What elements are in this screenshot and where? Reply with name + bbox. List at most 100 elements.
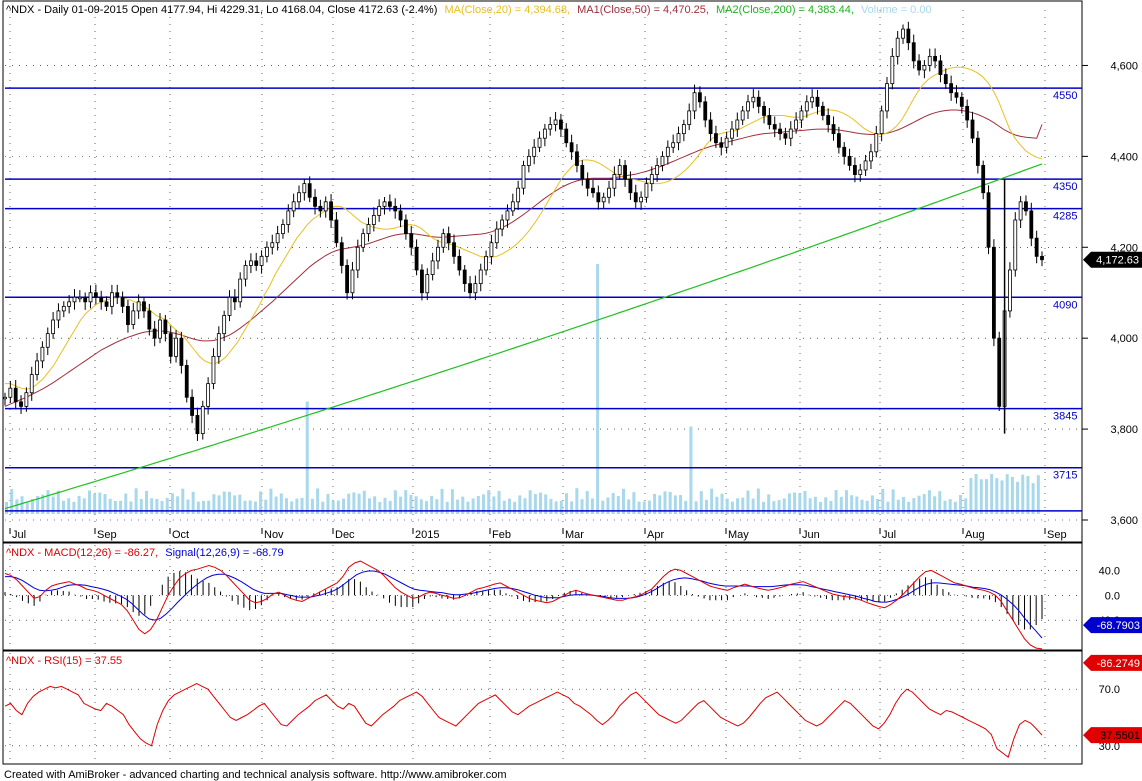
volume-bar: [870, 495, 874, 514]
price-bar-body: [708, 119, 713, 135]
price-bar-body: [746, 101, 750, 112]
price-bar-body: [1034, 237, 1039, 257]
price-bar-body: [51, 319, 56, 335]
price-bar-body: [115, 292, 120, 298]
volume-bar: [383, 497, 387, 514]
price-bar-body: [596, 192, 601, 203]
volume-bar: [238, 494, 242, 514]
volume-bar: [819, 501, 823, 514]
price-bar-body: [756, 96, 761, 107]
volume-bar: [310, 498, 314, 514]
price-bar-body: [890, 55, 895, 85]
volume-bar: [362, 490, 366, 514]
volume-bar: [694, 501, 698, 514]
volume-bar: [974, 474, 978, 514]
price-bar-body: [510, 201, 515, 212]
price-bar-body: [120, 296, 125, 307]
volume-bar: [927, 490, 931, 514]
volume-bar: [658, 495, 662, 514]
rsi-value-label: 37.5501: [1100, 730, 1140, 742]
price-bar-body: [639, 196, 643, 203]
price-bar-body: [361, 233, 366, 248]
price-bar-body: [366, 224, 371, 235]
volume-bar: [331, 501, 335, 514]
price-bar-body: [494, 228, 499, 244]
volume-bar: [549, 498, 553, 514]
volume-bar: [720, 493, 724, 514]
price-bar-body: [858, 169, 863, 175]
volume-bar: [1016, 481, 1020, 514]
volume-bar: [321, 501, 325, 514]
volume-bar: [300, 497, 304, 514]
volume-bar: [430, 495, 434, 514]
volume-bar: [414, 496, 418, 514]
price-bar-body: [110, 292, 114, 307]
price-bar-body: [526, 155, 531, 166]
volume-bar: [606, 497, 610, 514]
volume-bar: [378, 501, 382, 514]
volume-bar: [575, 488, 579, 514]
volume-bar: [98, 492, 102, 514]
volume-bar: [959, 495, 963, 514]
price-bar-body: [954, 92, 959, 98]
price-bar-body: [19, 401, 23, 407]
volume-bar: [689, 426, 693, 514]
price-ytick-label: 3,600: [1110, 515, 1138, 527]
volume-bar: [834, 490, 838, 514]
rsi-panel[interactable]: [2, 650, 1083, 765]
price-bar-body: [446, 233, 451, 244]
price-bar-body: [970, 119, 975, 139]
volume-bar: [1005, 474, 1009, 514]
price-bar-body: [489, 242, 494, 257]
volume-bar: [912, 498, 916, 514]
volume-bar: [82, 498, 86, 514]
price-bar-body: [355, 246, 360, 271]
price-bar-body: [938, 60, 943, 75]
volume-bar: [544, 494, 548, 514]
month-label: Jun: [802, 529, 820, 541]
macd-ytick-label: 0.0: [1105, 590, 1120, 602]
volume-bar: [316, 488, 320, 514]
price-bar-body: [168, 333, 173, 357]
volume-bar: [886, 501, 890, 514]
volume-bar: [663, 491, 667, 514]
price-bar-body: [794, 119, 799, 130]
price-bar-body: [676, 133, 681, 144]
volume-bar: [181, 488, 185, 514]
price-header-ticker: ^NDX - Daily 01-09-2015 Open 4177.94, Hi…: [6, 4, 437, 16]
volume-bar: [528, 490, 532, 514]
volume-bar: [668, 491, 672, 514]
volume-bar: [93, 493, 97, 514]
macd-header-signal: Signal(12,26,9) = -68.79: [165, 547, 283, 559]
price-bar-body: [842, 146, 847, 157]
volume-bar: [891, 489, 895, 514]
price-bar-body: [831, 124, 836, 135]
price-bar-body: [40, 346, 45, 362]
volume-bar: [248, 500, 252, 514]
volume-bar: [227, 491, 231, 514]
volume-bar: [492, 496, 496, 514]
volume-bar: [507, 498, 511, 514]
volume-bar: [274, 496, 278, 514]
volume-bar: [191, 491, 195, 514]
volume-bar: [632, 492, 636, 514]
volume-bar: [580, 499, 584, 514]
price-bar-body: [302, 183, 307, 194]
price-bar-body: [195, 415, 200, 435]
price-bar-body: [61, 305, 66, 312]
price-bar-body: [580, 165, 585, 180]
footer-credit: Created with AmiBroker - advanced charti…: [4, 769, 507, 781]
price-bar-body: [959, 96, 964, 107]
volume-bar: [222, 491, 226, 514]
volume-bar: [176, 496, 180, 514]
price-bar-body: [542, 128, 547, 139]
price-panel[interactable]: [2, 0, 1083, 543]
volume-bar: [20, 496, 24, 514]
price-bar-body: [847, 155, 852, 166]
volume-bar: [839, 496, 843, 514]
volume-bar: [502, 500, 506, 514]
volume-bar: [699, 491, 703, 514]
volume-bar: [518, 495, 522, 514]
price-bar-body: [799, 110, 804, 121]
volume-bar: [399, 496, 403, 514]
